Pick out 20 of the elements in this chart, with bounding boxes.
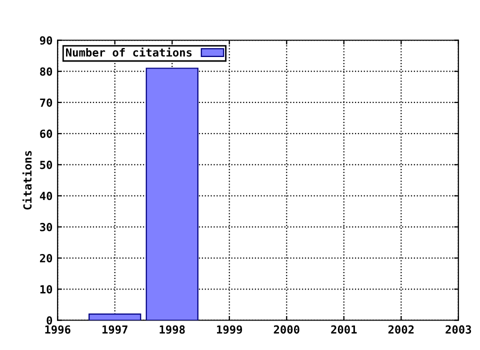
y-tick-label: 20	[40, 254, 52, 262]
y-tick-label: 60	[40, 130, 52, 138]
x-tick-label: 2002	[388, 325, 414, 334]
x-tick-label: 1999	[217, 325, 242, 334]
x-tick-label: 1998	[160, 325, 185, 334]
x-tick-label: 1996	[45, 325, 70, 334]
y-axis-title: Citations	[22, 151, 32, 210]
y-tick-label: 10	[40, 285, 52, 294]
y-tick-label: 80	[40, 67, 52, 76]
x-tick-label: 2001	[331, 325, 357, 334]
y-tick-label: 70	[40, 98, 52, 107]
legend-label: Number of citations	[66, 47, 192, 57]
y-tick-label: 90	[40, 36, 52, 45]
y-tick-label: 30	[40, 222, 52, 232]
y-tick-label: 50	[40, 160, 52, 170]
y-tick-label: 0	[46, 316, 52, 325]
x-tick-label: 2000	[274, 325, 300, 334]
y-tick-label: 40	[40, 192, 52, 200]
x-tick-label: 2003	[446, 325, 472, 334]
x-tick-label: 1997	[102, 325, 128, 334]
